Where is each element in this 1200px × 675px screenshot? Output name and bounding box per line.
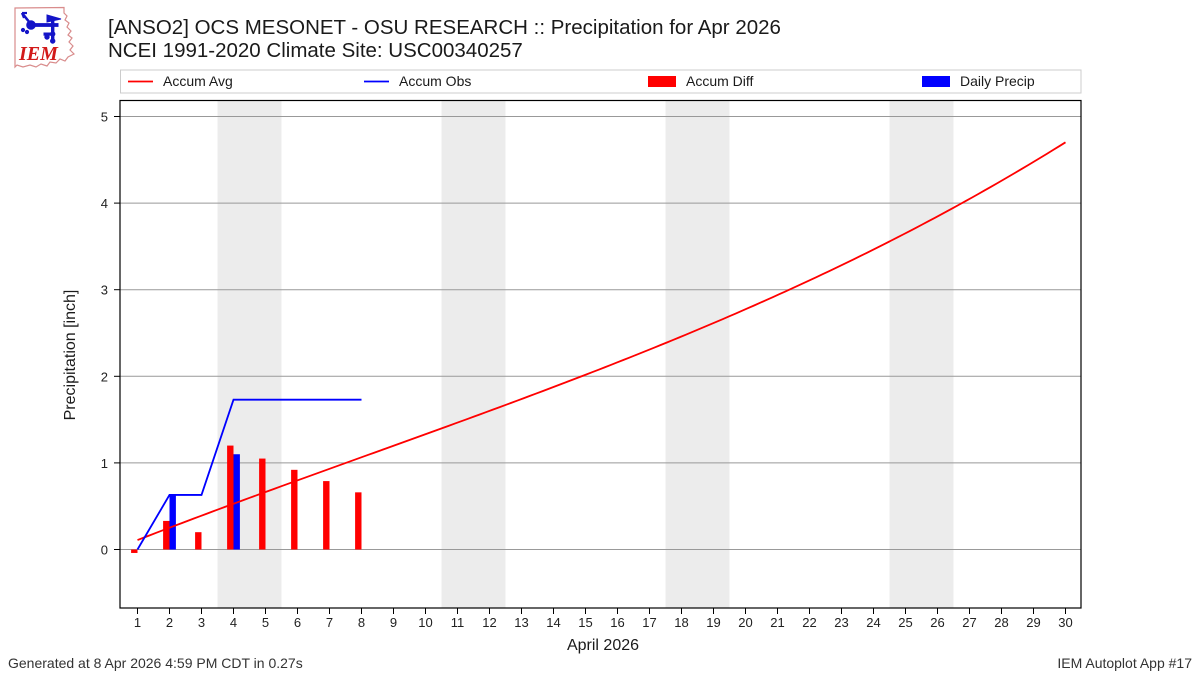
svg-text:13: 13 xyxy=(514,615,528,630)
svg-text:9: 9 xyxy=(390,615,397,630)
svg-text:5: 5 xyxy=(101,110,108,125)
svg-text:NCEI 1991-2020 Climate Site: U: NCEI 1991-2020 Climate Site: USC00340257 xyxy=(108,39,523,62)
svg-text:17: 17 xyxy=(642,615,656,630)
svg-text:Accum Diff: Accum Diff xyxy=(686,73,754,89)
svg-text:30: 30 xyxy=(1058,615,1072,630)
svg-text:IEM: IEM xyxy=(18,43,59,65)
svg-text:21: 21 xyxy=(770,615,784,630)
svg-text:Accum Obs: Accum Obs xyxy=(399,73,471,89)
svg-text:10: 10 xyxy=(418,615,432,630)
svg-text:2: 2 xyxy=(101,369,108,384)
svg-text:1: 1 xyxy=(101,456,108,471)
svg-text:5: 5 xyxy=(262,615,269,630)
svg-text:IEM Autoplot App #17: IEM Autoplot App #17 xyxy=(1057,655,1192,671)
svg-text:20: 20 xyxy=(738,615,752,630)
svg-text:0: 0 xyxy=(101,543,108,558)
svg-text:19: 19 xyxy=(706,615,720,630)
svg-text:4: 4 xyxy=(101,196,108,211)
svg-text:1: 1 xyxy=(134,615,141,630)
svg-text:27: 27 xyxy=(962,615,976,630)
svg-text:6: 6 xyxy=(294,615,301,630)
svg-text:8: 8 xyxy=(358,615,365,630)
svg-text:[ANSO2] OCS MESONET - OSU RESE: [ANSO2] OCS MESONET - OSU RESEARCH :: Pr… xyxy=(108,16,781,39)
svg-text:23: 23 xyxy=(834,615,848,630)
svg-text:14: 14 xyxy=(546,615,560,630)
svg-text:28: 28 xyxy=(994,615,1008,630)
svg-text:Precipitation [inch]: Precipitation [inch] xyxy=(62,290,79,421)
svg-text:29: 29 xyxy=(1026,615,1040,630)
svg-text:3: 3 xyxy=(198,615,205,630)
svg-text:15: 15 xyxy=(578,615,592,630)
svg-text:2: 2 xyxy=(166,615,173,630)
svg-text:11: 11 xyxy=(451,615,465,630)
svg-text:16: 16 xyxy=(610,615,624,630)
svg-text:Accum Avg: Accum Avg xyxy=(163,73,233,89)
svg-text:4: 4 xyxy=(230,615,237,630)
svg-text:3: 3 xyxy=(101,283,108,298)
svg-text:18: 18 xyxy=(674,615,688,630)
svg-text:25: 25 xyxy=(898,615,912,630)
svg-text:24: 24 xyxy=(866,615,880,630)
svg-text:Daily Precip: Daily Precip xyxy=(960,73,1035,89)
svg-text:26: 26 xyxy=(930,615,944,630)
svg-text:Generated at 8 Apr 2026 4:59 P: Generated at 8 Apr 2026 4:59 PM CDT in 0… xyxy=(8,655,303,671)
svg-text:22: 22 xyxy=(802,615,816,630)
svg-text:April 2026: April 2026 xyxy=(567,637,639,654)
svg-text:7: 7 xyxy=(326,615,333,630)
svg-text:12: 12 xyxy=(482,615,496,630)
